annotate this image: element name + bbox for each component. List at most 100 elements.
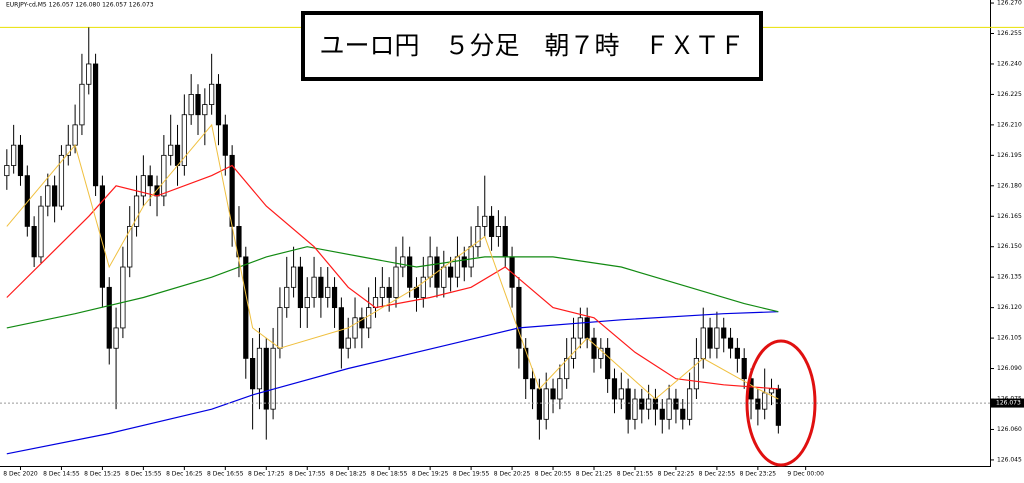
candle-body (297, 266, 304, 309)
candle-body (263, 347, 269, 410)
candle-body (625, 388, 631, 420)
candle-body (659, 408, 665, 420)
candle-body (345, 337, 351, 349)
y-tick-label: 126.225 (997, 91, 1022, 98)
x-tick-label: 8 Dec 16:25 (166, 471, 203, 478)
last-price-label: 126.073 (996, 400, 1021, 407)
candle-body (639, 398, 645, 410)
candle-body (516, 286, 522, 349)
candle-body (523, 347, 529, 380)
x-tick-label: 8 Dec 17:55 (289, 471, 326, 478)
symbol-info: EURJPY-cd,M5 126.057 126.080 126.057 126… (6, 2, 154, 9)
candle-body (277, 307, 283, 349)
y-tick-label: 126.210 (997, 121, 1022, 128)
candle-body (407, 256, 413, 288)
candle-body (366, 307, 372, 329)
candle-body (618, 388, 624, 400)
candle-body (79, 83, 85, 126)
candle-body (454, 256, 461, 278)
candle-body (400, 256, 406, 268)
x-tick-label: 8 Dec 20:25 (494, 471, 531, 478)
candle-body (86, 63, 92, 85)
candle-body (202, 104, 208, 116)
candle-body (4, 165, 10, 177)
candle-body (762, 392, 768, 410)
highlight-circle (745, 339, 817, 467)
x-tick-label: 8 Dec 2020 (3, 471, 38, 478)
candle-body (700, 327, 706, 359)
candle-body (318, 276, 324, 298)
candle-body (331, 286, 338, 309)
x-tick-label: 8 Dec 16:55 (207, 471, 244, 478)
candle-body (605, 347, 611, 380)
candle-body (106, 286, 112, 349)
x-tick-label: 8 Dec 18:55 (371, 471, 408, 478)
candle-body (17, 144, 24, 177)
chart-title: ユーロ円 ５分足 朝７時 ＦＸＴＦ (319, 31, 744, 60)
candle-body (646, 398, 652, 410)
candle-body (427, 256, 433, 278)
y-tick-label: 126.270 (997, 0, 1022, 7)
candle-body (611, 378, 618, 400)
y-tick-label: 126.150 (997, 243, 1022, 250)
candle-body (250, 357, 256, 390)
candle-body (290, 266, 297, 288)
x-tick-label: 8 Dec 22:25 (658, 471, 695, 478)
x-tick-label: 9 Dec 00:00 (787, 471, 824, 478)
candle-body (536, 388, 542, 420)
candle-body (195, 94, 201, 116)
candle-body (174, 144, 181, 166)
candle-body (680, 408, 686, 420)
candle-body (584, 317, 590, 339)
candle-body (564, 357, 570, 380)
candle-body (502, 226, 508, 258)
candle-body (352, 317, 358, 339)
candle-body (529, 378, 536, 390)
candle-body (168, 144, 174, 156)
candle-body (482, 215, 488, 227)
candle-body (413, 286, 420, 298)
candle-body (693, 357, 700, 390)
candle-body (488, 215, 495, 237)
y-tick-label: 126.195 (997, 152, 1022, 159)
x-tick-label: 8 Dec 20:55 (535, 471, 572, 478)
candle-body (38, 205, 44, 258)
candle-body (11, 144, 17, 166)
candle-body (72, 124, 78, 146)
candle-body (188, 94, 194, 116)
candle-body (420, 276, 426, 298)
candle-body (338, 307, 344, 349)
y-tick-label: 126.240 (997, 60, 1022, 67)
candle-body (359, 317, 365, 329)
candle-body (666, 398, 672, 420)
y-tick-label: 126.180 (997, 182, 1022, 189)
candle-body (755, 398, 761, 410)
candle-body (311, 276, 317, 298)
x-tick-label: 8 Dec 21:55 (617, 471, 654, 478)
candle-body (673, 398, 679, 410)
candle-body (181, 114, 187, 166)
candle-body (686, 388, 693, 420)
candle-body (448, 266, 454, 278)
candle-body (543, 388, 549, 420)
x-tick-label: 8 Dec 15:55 (125, 471, 162, 478)
candle-body (468, 246, 474, 268)
candle-body (598, 347, 604, 359)
candle-body (222, 124, 228, 156)
candle-body (461, 256, 467, 268)
last-price-box (991, 398, 1024, 408)
candle-body (58, 154, 65, 207)
candle-body (133, 195, 140, 227)
candle-body (140, 175, 146, 197)
candle-body (120, 266, 126, 329)
candle-body (495, 226, 502, 237)
candle-body (161, 154, 167, 197)
candle-body (557, 378, 563, 400)
candle-body (270, 347, 276, 410)
y-tick-label: 126.135 (997, 274, 1022, 281)
candle-body (768, 388, 775, 394)
y-tick-label: 126.090 (997, 365, 1022, 372)
moving-average-line (6, 164, 779, 390)
